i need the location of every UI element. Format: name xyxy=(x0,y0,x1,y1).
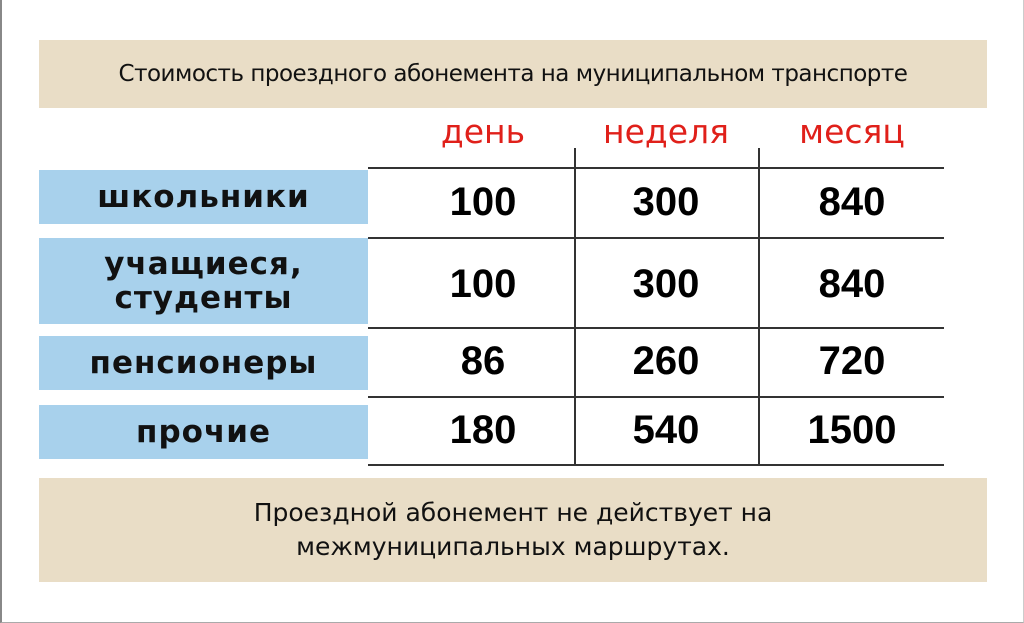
divider xyxy=(574,148,576,466)
divider xyxy=(368,327,944,329)
divider xyxy=(368,167,944,169)
divider xyxy=(368,464,944,466)
table-cell: 86 xyxy=(460,339,506,383)
table-cell: 300 xyxy=(632,262,700,306)
divider xyxy=(368,396,944,398)
row-label-pensioners: пенсионеры xyxy=(39,336,368,390)
footnote: Проездной абонемент не действует на межм… xyxy=(39,478,987,582)
row-label-schoolchildren: школьники xyxy=(39,170,368,224)
divider xyxy=(758,148,760,466)
table-cell: 1500 xyxy=(807,408,897,452)
table-cell: 840 xyxy=(818,180,886,224)
table-cell: 100 xyxy=(449,262,517,306)
row-label-students: учащиеся, студенты xyxy=(39,238,368,324)
table-cell: 260 xyxy=(632,339,700,383)
table-cell: 840 xyxy=(818,262,886,306)
table-title: Стоимость проездного абонемента на муниц… xyxy=(39,40,987,108)
table-cell: 300 xyxy=(632,180,700,224)
table-cell: 180 xyxy=(449,408,517,452)
table-cell: 540 xyxy=(632,408,700,452)
table-cell: 100 xyxy=(449,180,517,224)
column-header-month: месяц xyxy=(799,112,905,151)
table-cell: 720 xyxy=(818,339,886,383)
footnote-text: Проездной абонемент не действует на межм… xyxy=(253,498,773,561)
column-header-week: неделя xyxy=(603,112,729,151)
divider xyxy=(368,237,944,239)
row-label-others: прочие xyxy=(39,405,368,459)
column-header-day: день xyxy=(440,112,526,151)
